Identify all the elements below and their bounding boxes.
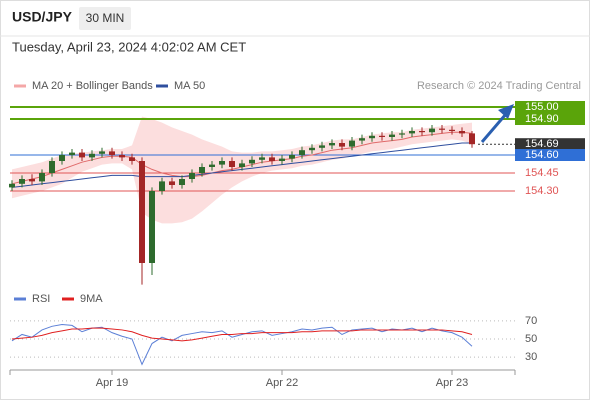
rsi-line — [11, 323, 473, 366]
price-tag — [515, 149, 585, 161]
candle-body — [349, 140, 355, 147]
price-label: 154.60 — [525, 149, 559, 161]
candle-body — [189, 173, 195, 179]
candle-body — [149, 191, 155, 263]
candle-body — [179, 179, 185, 185]
candle-body — [119, 155, 125, 158]
price-label: 154.90 — [525, 113, 559, 125]
candle-body — [159, 181, 165, 191]
forecast-arrow — [480, 113, 508, 143]
candle-body — [19, 179, 25, 184]
candle-body — [249, 159, 255, 164]
candle-body — [109, 151, 115, 155]
candle-body — [199, 167, 205, 173]
candle-body — [79, 152, 85, 158]
arrow-head — [498, 104, 514, 119]
x-tick-label: Apr 19 — [96, 377, 128, 389]
candle-body — [449, 129, 455, 131]
candle-body — [39, 173, 45, 182]
candle-body — [289, 155, 295, 159]
candle-body — [419, 131, 425, 133]
candle-body — [309, 147, 315, 151]
candle-body — [379, 135, 385, 137]
candle-body — [399, 133, 405, 135]
candle-body — [209, 164, 215, 167]
candle-body — [319, 145, 325, 148]
price-label: 155.00 — [525, 101, 559, 113]
price-tag — [515, 101, 585, 113]
candle-body — [69, 152, 75, 155]
candle-body — [29, 179, 35, 182]
y-tick-label: 70 — [525, 315, 537, 327]
candle-body — [219, 161, 225, 165]
candle-body — [139, 161, 145, 263]
candle-body — [239, 163, 245, 167]
price-label: 154.45 — [525, 167, 559, 179]
candle-body — [99, 151, 105, 154]
candle-body — [469, 133, 475, 145]
candle-body — [429, 128, 435, 133]
candle-body — [329, 143, 335, 146]
x-tick-label: Apr 22 — [266, 377, 298, 389]
candle-body — [389, 134, 395, 137]
candle-body — [439, 128, 445, 130]
legend-label: RSI — [32, 293, 50, 305]
candle-body — [89, 153, 95, 158]
candle-body — [259, 157, 265, 160]
candle-body — [369, 135, 375, 139]
legend-label: 9MA — [80, 293, 103, 305]
candle-body — [229, 161, 235, 167]
candle-body — [9, 183, 15, 188]
symbol: USD/JPY — [12, 9, 73, 25]
datetime: Tuesday, April 23, 2024 4:02:02 AM CET — [12, 39, 246, 54]
candle-body — [169, 181, 175, 185]
candle-body — [129, 157, 135, 161]
x-tick-label: Apr 23 — [436, 377, 468, 389]
price-label: 154.69 — [525, 138, 559, 150]
legend-label: MA 50 — [174, 80, 205, 92]
timeframe: 30 MIN — [86, 11, 125, 25]
candle-body — [279, 158, 285, 161]
candle-body — [359, 138, 365, 141]
timeframe-box — [79, 7, 131, 30]
candle-body — [459, 131, 465, 134]
candle-body — [339, 143, 345, 147]
legend-label: MA 20 + Bollinger Bands — [32, 80, 153, 92]
candle-body — [59, 155, 65, 161]
y-tick-label: 50 — [525, 333, 537, 345]
candle-body — [299, 150, 305, 155]
price-label: 154.30 — [525, 185, 559, 197]
price-tag — [515, 113, 585, 125]
candle-body — [269, 157, 275, 161]
source: Research © 2024 Trading Central — [417, 80, 581, 92]
y-tick-label: 30 — [525, 351, 537, 363]
price-tag — [515, 138, 585, 151]
candle-body — [49, 161, 55, 173]
candle-body — [409, 131, 415, 134]
rsi-ma-line — [11, 327, 473, 342]
